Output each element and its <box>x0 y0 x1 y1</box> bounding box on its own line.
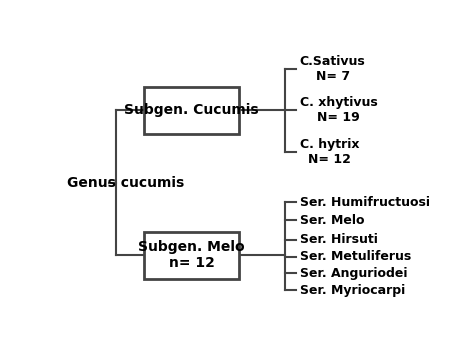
Text: Ser. Melo: Ser. Melo <box>300 214 365 227</box>
Text: Subgen. Cucumis: Subgen. Cucumis <box>124 103 259 117</box>
Text: Subgen. Melo
n= 12: Subgen. Melo n= 12 <box>138 240 245 270</box>
Text: Genus cucumis: Genus cucumis <box>66 176 184 190</box>
Text: Ser. Myriocarpi: Ser. Myriocarpi <box>300 283 405 296</box>
FancyBboxPatch shape <box>144 87 239 134</box>
Text: Ser. Hirsuti: Ser. Hirsuti <box>300 233 378 247</box>
Text: C. xhytivus
N= 19: C. xhytivus N= 19 <box>300 96 378 124</box>
Text: C.Sativus
N= 7: C.Sativus N= 7 <box>300 55 365 83</box>
Text: C. hytrix
N= 12: C. hytrix N= 12 <box>300 138 359 166</box>
FancyBboxPatch shape <box>144 232 239 279</box>
Text: Ser. Humifructuosi: Ser. Humifructuosi <box>300 196 430 209</box>
Text: Ser. Anguriodei: Ser. Anguriodei <box>300 267 407 280</box>
Text: Ser. Metuliferus: Ser. Metuliferus <box>300 250 411 263</box>
